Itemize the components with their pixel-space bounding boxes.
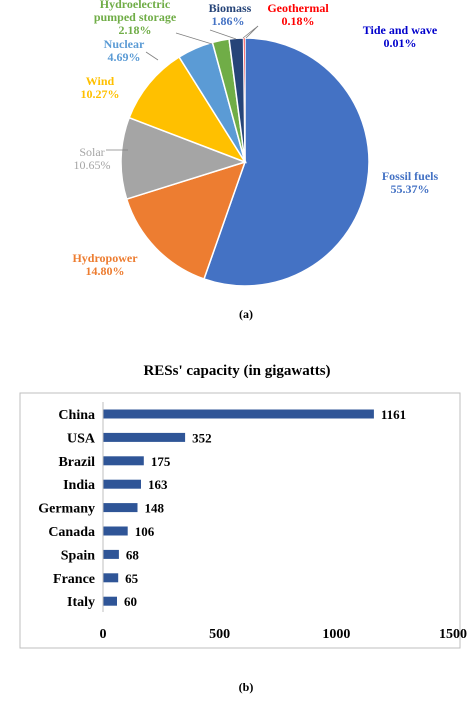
- data-label-italy: 60: [124, 594, 137, 609]
- pie-chart: Fossil fuels 55.37% Hydropower 14.80% Solar 1…: [72, 0, 439, 287]
- pie-label-biomass: Biomass 1.86%: [209, 1, 252, 28]
- pie-label-fossil-fuels: Fossil fuels 55.37%: [382, 169, 439, 196]
- panel-label-a: (a): [239, 307, 253, 321]
- bar-italy: [103, 596, 117, 606]
- bar-china: [103, 409, 374, 419]
- data-label-brazil: 175: [151, 454, 171, 469]
- bar-usa: [103, 432, 186, 442]
- category-label-germany: Germany: [38, 502, 95, 517]
- pie-label-geothermal: Geothermal 0.18%: [267, 1, 329, 28]
- category-label-brazil: Brazil: [58, 455, 95, 470]
- bar-chart-frame: [19, 392, 461, 649]
- category-label-france: France: [53, 572, 95, 587]
- category-label-china: China: [58, 408, 95, 423]
- bar-india: [103, 479, 141, 489]
- x-tick-label-1500: 1500: [439, 627, 467, 642]
- data-label-spain: 68: [126, 547, 140, 562]
- pie-label-hydropower: Hydropower 14.80%: [72, 251, 138, 278]
- data-label-germany: 148: [145, 501, 165, 516]
- bar-france: [103, 573, 119, 583]
- data-label-canada: 106: [135, 524, 155, 539]
- category-label-usa: USA: [67, 431, 96, 446]
- pie-leader-line: [245, 25, 259, 39]
- category-label-canada: Canada: [48, 525, 95, 540]
- data-label-france: 65: [125, 571, 138, 586]
- pie-slice-hydropower: [125, 160, 247, 280]
- data-label-india: 163: [148, 477, 168, 492]
- pie-slice-wind: [128, 55, 247, 164]
- pie-label-solar: Solar 10.65%: [74, 145, 111, 172]
- x-tick-label-1000: 1000: [322, 627, 350, 642]
- pie-label-hydroelectric-pumped-storage: Hydroelectric pumped storage 2.18%: [94, 0, 177, 37]
- bar-chart: China 1161 USA 352 Brazil 175 India 163 Germany 1…: [38, 402, 467, 642]
- bar-brazil: [103, 456, 144, 466]
- pie-label-wind: Wind 10.27%: [81, 74, 120, 101]
- pie-label-nuclear: Nuclear 4.69%: [104, 37, 145, 64]
- x-tick-label-0: 0: [100, 627, 107, 642]
- data-label-usa: 352: [192, 430, 212, 445]
- pie-label-tide-and-wave: Tide and wave 0.01%: [363, 23, 438, 50]
- pie-leader-line: [175, 32, 213, 45]
- pie-leader-line: [145, 51, 159, 61]
- x-tick-label-500: 500: [209, 627, 230, 642]
- bar-chart-title: RESs' capacity (in gigawatts): [143, 363, 330, 379]
- category-label-india: India: [63, 478, 95, 493]
- panel-label-b: (b): [239, 680, 254, 694]
- bar-canada: [103, 526, 128, 536]
- pie-leader-line: [209, 29, 237, 40]
- bar-germany: [103, 503, 138, 513]
- bar-spain: [103, 549, 119, 559]
- data-label-china: 1161: [381, 407, 406, 422]
- pie-slice-solar: [120, 116, 248, 201]
- category-label-spain: Spain: [61, 548, 95, 563]
- category-label-italy: Italy: [67, 595, 95, 610]
